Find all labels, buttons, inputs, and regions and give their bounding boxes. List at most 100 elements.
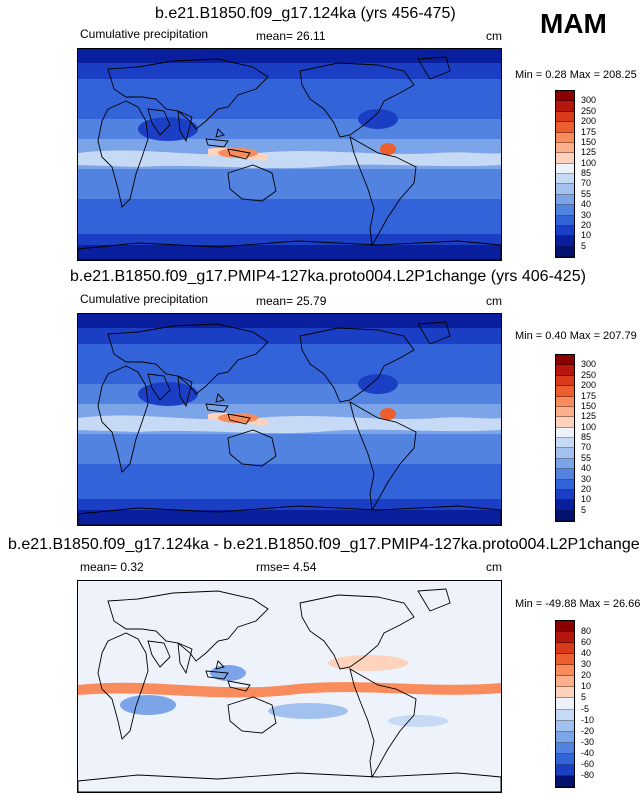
colorbar-level-label: 5 (581, 692, 587, 703)
colorbar-swatch (556, 174, 574, 185)
colorbar-level-label: 200 (581, 380, 597, 391)
colorbar-level-label: 175 (581, 390, 597, 401)
colorbar-level-label: 20 (581, 219, 592, 230)
colorbar-swatch (556, 163, 574, 174)
colorbar-level-label: -20 (581, 725, 595, 736)
colorbar-swatch (556, 365, 574, 376)
colorbar-swatch (556, 654, 574, 666)
colorbar-swatch (556, 676, 574, 688)
panel-2-mean-value: 25.79 (296, 294, 327, 308)
colorbar-swatch (556, 764, 574, 776)
colorbar-swatch (556, 142, 574, 154)
colorbar-swatch (556, 122, 574, 133)
colorbar-level-label: 40 (581, 199, 592, 210)
colorbar-level-label: 30 (581, 473, 592, 484)
colorbar-swatch (556, 246, 574, 257)
colorbar-level-label: 10 (581, 681, 592, 692)
panel-2-map (77, 313, 502, 526)
colorbar-swatch (556, 438, 574, 449)
colorbar-swatch (556, 236, 574, 247)
colorbar-swatch (556, 510, 574, 521)
colorbar-swatch (556, 194, 574, 206)
colorbar-level-label: 250 (581, 369, 597, 380)
colorbar-swatch (556, 91, 574, 102)
colorbar-swatch (556, 775, 574, 787)
colorbar-level-label: 20 (581, 483, 592, 494)
colorbar-level-label: 85 (581, 168, 592, 178)
colorbar-swatch (556, 643, 574, 655)
colorbar-level-label: -80 (581, 769, 595, 780)
panel-1-units: cm (486, 29, 502, 43)
panel-2-colorbar (555, 354, 575, 522)
panel-1-title: b.e21.B1850.f09_g17.124ka (yrs 456-475) (155, 5, 456, 22)
panel-2-mean-label: mean= (256, 294, 294, 308)
colorbar-swatch (556, 396, 574, 407)
colorbar-level-label: 70 (581, 442, 592, 453)
colorbar-level-label: -5 (581, 703, 590, 714)
colorbar-level-label: -30 (581, 736, 595, 747)
colorbar-level-label: 100 (581, 157, 597, 168)
colorbar-level-label: 150 (581, 400, 597, 411)
colorbar-level-label: 5 (581, 504, 587, 515)
colorbar-level-label: 10 (581, 494, 592, 505)
colorbar-swatch (556, 132, 574, 143)
panel-2-title: b.e21.B1850.f09_g17.PMIP4-127ka.proto004… (70, 268, 586, 285)
colorbar-level-label: 125 (581, 411, 597, 422)
colorbar-swatch (556, 665, 574, 677)
colorbar-level-label: 300 (581, 359, 597, 370)
colorbar-swatch (556, 753, 574, 765)
panel-1-mean-label: mean= (256, 29, 294, 43)
panel-3-units: cm (486, 560, 502, 574)
panel-3-title: b.e21.B1850.f09_g17.124ka - b.e21.B1850.… (8, 536, 640, 553)
colorbar-swatch (556, 101, 574, 112)
colorbar-level-label: 55 (581, 452, 592, 463)
panel-1-min-max: Min = 0.28 Max = 208.25 (515, 69, 637, 81)
colorbar-level-label: -40 (581, 747, 595, 758)
colorbar-swatch (556, 720, 574, 732)
panel-3-colorbar (555, 620, 575, 788)
colorbar-swatch (556, 500, 574, 511)
panel-2-min-max: Min = 0.40 Max = 207.79 (515, 330, 637, 342)
colorbar-level-label: 10 (581, 230, 592, 241)
panel-3-rmse-label: rmse= (256, 560, 290, 574)
panel-3-map (77, 580, 502, 793)
panel-3-mean: mean= 0.32 (80, 560, 144, 574)
colorbar-swatch (556, 489, 574, 501)
panel-1-mean: mean= 26.11 (256, 29, 326, 43)
colorbar-level-label: 80 (581, 626, 592, 637)
panel-3-min-max: Min = -49.88 Max = 26.66 (515, 598, 641, 610)
colorbar-level-label: 55 (581, 188, 592, 199)
panel-3-rmse: rmse= 4.54 (256, 560, 316, 574)
colorbar-swatch (556, 225, 574, 237)
colorbar-level-label: 175 (581, 126, 597, 137)
colorbar-level-label: -60 (581, 758, 595, 769)
colorbar-swatch (556, 215, 574, 226)
colorbar-swatch (556, 184, 574, 195)
colorbar-swatch (556, 742, 574, 754)
colorbar-swatch (556, 153, 574, 164)
colorbar-level-label: 100 (581, 421, 597, 432)
colorbar-swatch (556, 632, 574, 644)
panel-1-colorbar (555, 90, 575, 258)
colorbar-level-label: 150 (581, 136, 597, 147)
colorbar-swatch (556, 427, 574, 438)
panel-1-variable-label: Cumulative precipitation (80, 27, 209, 41)
colorbar-swatch (556, 479, 574, 490)
colorbar-swatch (556, 111, 574, 123)
colorbar-level-label: -10 (581, 714, 595, 725)
panel-1-map (77, 48, 502, 261)
colorbar-level-label: 300 (581, 95, 597, 106)
panel-2-variable-label: Cumulative precipitation (80, 292, 209, 306)
colorbar-level-label: 60 (581, 637, 592, 648)
colorbar-swatch (556, 469, 574, 480)
colorbar-level-label: 40 (581, 648, 592, 659)
colorbar-swatch (556, 687, 574, 699)
colorbar-level-label: 70 (581, 178, 592, 189)
colorbar-swatch (556, 698, 574, 710)
colorbar-swatch (556, 205, 574, 216)
colorbar-level-label: 5 (581, 240, 587, 251)
colorbar-level-label: 20 (581, 670, 592, 681)
colorbar-swatch (556, 417, 574, 428)
colorbar-level-label: 250 (581, 105, 597, 116)
colorbar-level-label: 200 (581, 116, 597, 127)
